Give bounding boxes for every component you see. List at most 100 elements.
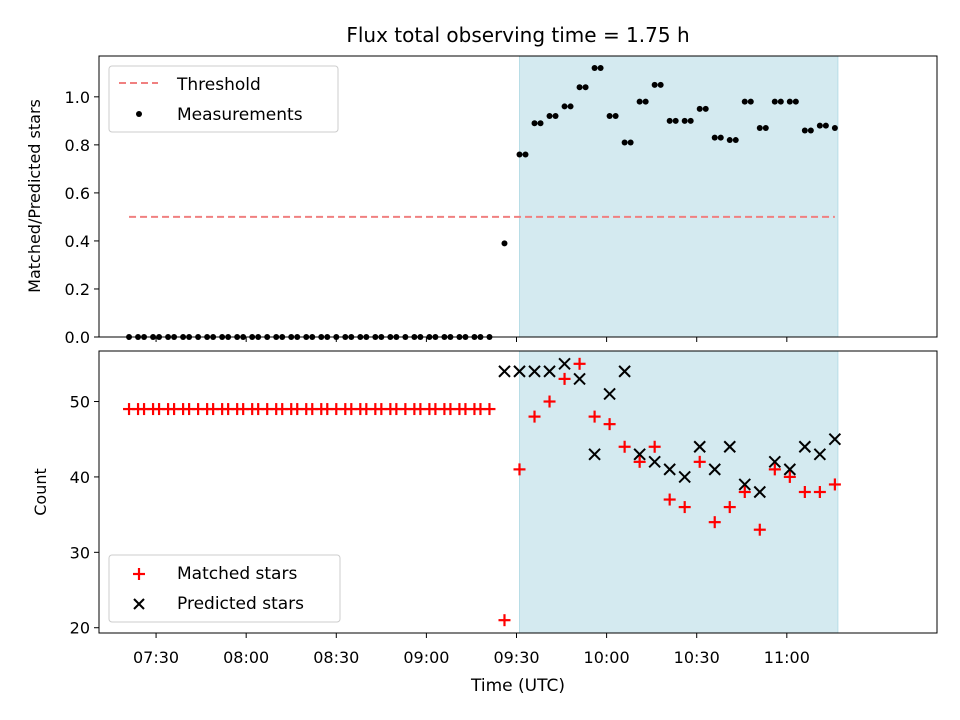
measurement-point [582, 84, 589, 91]
predicted-star-point [633, 448, 646, 461]
measurement-point [816, 122, 823, 129]
matched-star-point [633, 455, 646, 468]
predicted-star-point [798, 440, 812, 453]
matched-star-point [573, 357, 586, 370]
measurement-point [531, 120, 538, 127]
top-legend-box [108, 65, 339, 133]
measurement-point [702, 105, 709, 112]
predicted-star-point [573, 372, 586, 386]
measurement-point [786, 98, 793, 105]
measurement-point [567, 103, 574, 110]
x-tick-label: 09:00 [403, 648, 449, 667]
y-tick-label: 1.0 [65, 88, 90, 107]
measurement-point [522, 151, 529, 158]
measurement-point [591, 65, 598, 72]
matched-star-point [603, 418, 616, 431]
matched-star-point [648, 440, 661, 453]
measurement-point [687, 117, 694, 124]
predicted-star-point [663, 463, 676, 476]
predicted-star-point [813, 448, 827, 461]
measurement-point [717, 134, 724, 141]
predicted-star-point [768, 455, 782, 469]
y-tick-label: 0.4 [65, 232, 90, 251]
measurement-point [681, 117, 688, 124]
predicted-star-point [588, 448, 601, 461]
top-panel: 0.0 0.2 0.4 0.6 0.8 1.0 Flux total observing … [25, 23, 938, 347]
bottom-axes-frame [98, 350, 938, 634]
predicted-star-point [753, 485, 766, 499]
y-tick-label: 20 [70, 619, 90, 638]
matched-star-point [678, 501, 691, 514]
predicted-star-point [678, 470, 691, 484]
measurement-point [747, 98, 754, 105]
predicted-star-point [528, 365, 541, 378]
measurement-point [807, 127, 814, 134]
top-chart-title: Flux total observing time = 1.75 h [346, 23, 689, 47]
matched-star-point [723, 501, 736, 514]
matched-star-point [528, 410, 541, 423]
x-tick-label: 10:30 [674, 648, 720, 667]
y-tick-label: 50 [70, 393, 90, 412]
predicted-star-point [723, 440, 736, 453]
matched-star-point [813, 486, 826, 498]
matched-star-point [753, 523, 766, 536]
predicted-star-point [828, 433, 842, 446]
matched-star-point [768, 463, 781, 476]
matched-star-point [663, 493, 676, 506]
bottom-x-ticks: 07:30 08:00 08:30 09:00 09:30 10:00 10:30 11:00 [133, 633, 810, 667]
measurement-point [597, 65, 604, 72]
measurement-point [546, 113, 553, 120]
measurement-point [672, 117, 679, 124]
bottom-x-axis-label: Time (UTC) [470, 676, 565, 696]
measurement-point [756, 125, 763, 132]
predicted-star-point [603, 387, 616, 401]
matched-star-point [708, 516, 721, 529]
measurement-point [642, 98, 649, 105]
top-highlight-span [519, 55, 839, 338]
matched-star-point [588, 410, 601, 423]
bottom-y-ticks: 20 30 40 50 [70, 393, 99, 638]
top-axes-frame [98, 55, 938, 338]
predicted-star-point [498, 365, 511, 378]
matched-star-point [498, 614, 511, 627]
bottom-points-layer [123, 357, 842, 627]
matched-star-point [513, 463, 526, 476]
measurement-point [561, 103, 568, 110]
legend-predicted-label: Predicted stars [177, 594, 304, 614]
x-tick-label: 11:00 [764, 648, 810, 667]
x-tick-label: 09:30 [493, 648, 539, 667]
measurement-point [801, 127, 808, 134]
measurement-point [777, 98, 784, 105]
matched-star-point [693, 455, 706, 468]
matched-star-point [618, 440, 631, 453]
top-legend: Threshold Measurements [108, 65, 339, 133]
measurement-point [711, 134, 718, 141]
legend-matched-label: Matched stars [177, 564, 297, 584]
x-tick-label: 10:00 [584, 648, 630, 667]
measurement-point [621, 139, 628, 146]
legend-threshold-label: Threshold [176, 75, 261, 95]
measurement-point [606, 113, 613, 120]
predicted-star-point [558, 357, 571, 371]
x-tick-label: 08:30 [313, 648, 359, 667]
measurement-point [732, 137, 739, 144]
legend-matched-swatch [133, 568, 145, 580]
bottom-legend: Matched stars Predicted stars [108, 554, 341, 623]
measurement-point [636, 98, 643, 105]
measurement-point [612, 113, 619, 120]
measurement-point [666, 117, 673, 124]
predicted-star-point [708, 463, 721, 476]
measurement-point [657, 81, 664, 88]
matched-star-point [558, 372, 571, 385]
matched-star-point [783, 470, 796, 483]
predicted-star-point [618, 365, 631, 378]
measurement-point [537, 120, 544, 127]
y-tick-label: 0.6 [65, 184, 90, 203]
measurement-point [771, 98, 778, 105]
measurement-point [501, 240, 508, 247]
x-tick-label: 08:00 [223, 648, 269, 667]
predicted-star-point [648, 455, 661, 469]
measurement-point [831, 125, 838, 132]
y-tick-label: 0.0 [65, 328, 90, 347]
